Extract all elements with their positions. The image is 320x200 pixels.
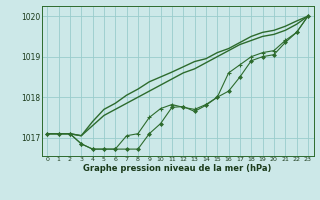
X-axis label: Graphe pression niveau de la mer (hPa): Graphe pression niveau de la mer (hPa): [84, 164, 272, 173]
